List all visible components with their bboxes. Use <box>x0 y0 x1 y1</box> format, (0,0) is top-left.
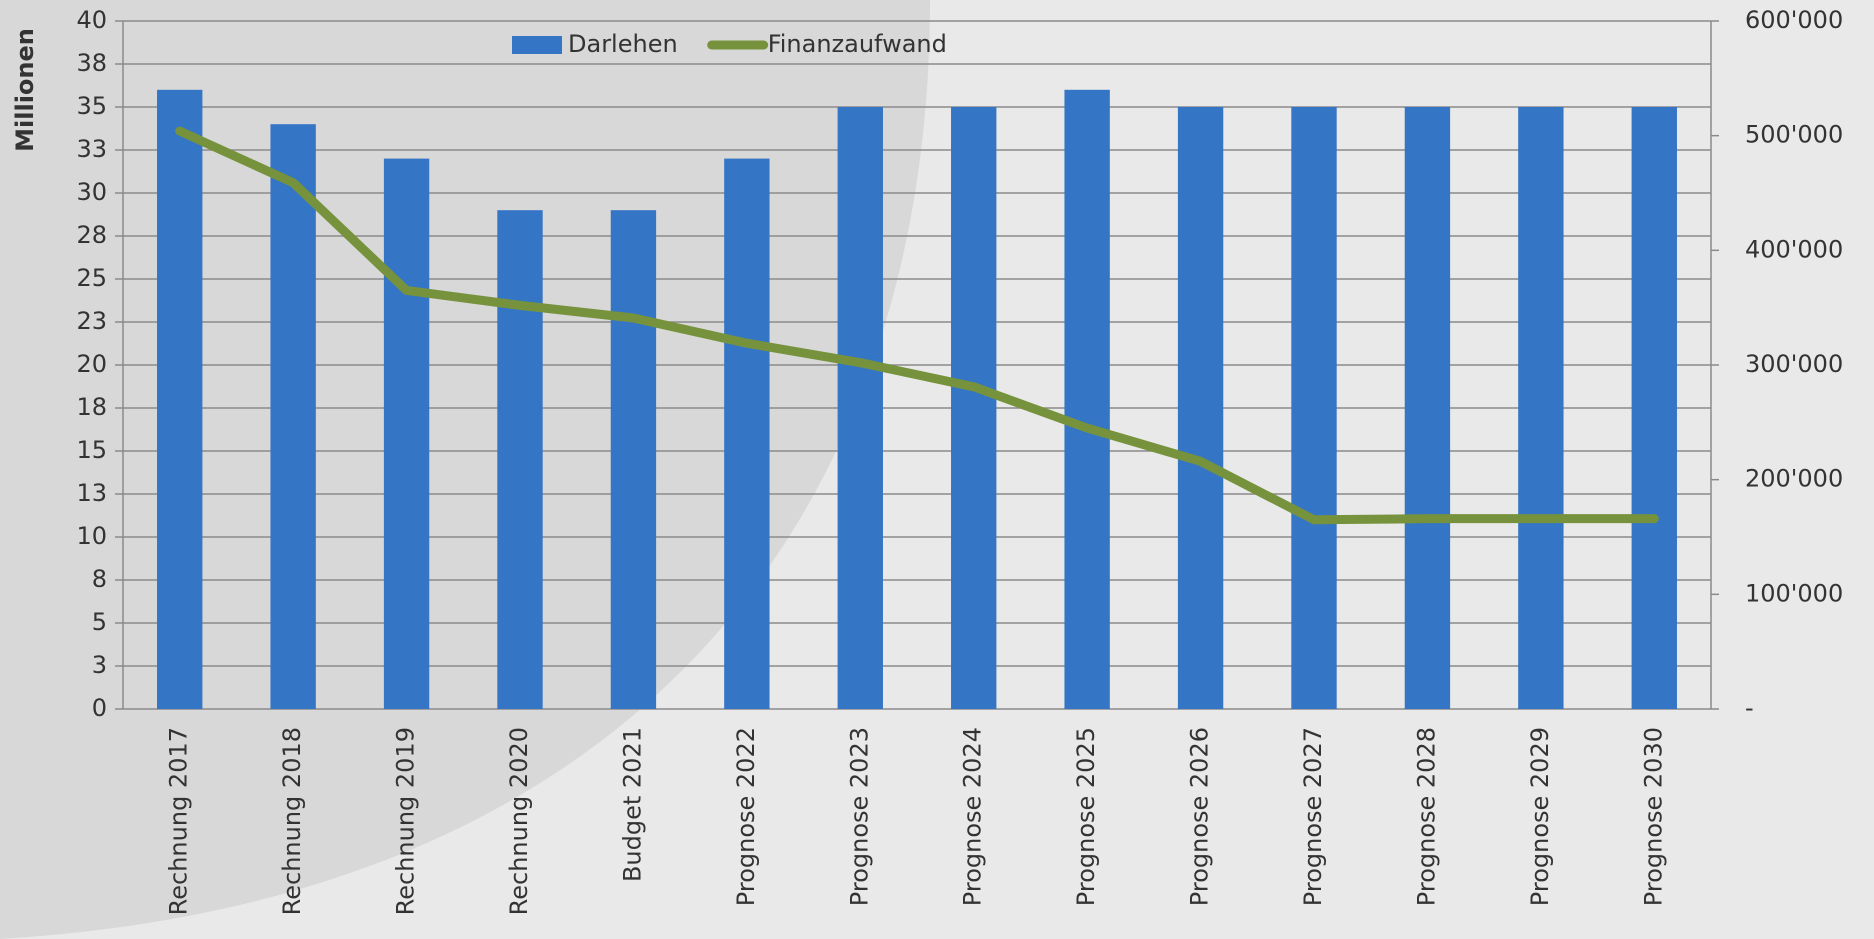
y2-tick-label: 600'000 <box>1745 6 1843 34</box>
bar <box>951 107 997 709</box>
bar <box>383 158 430 710</box>
x-tick-label: Rechnung 2019 <box>392 727 420 915</box>
y-tick-label: 8 <box>92 565 107 593</box>
y-tick-label: 15 <box>76 436 107 464</box>
bar <box>610 210 657 709</box>
bar <box>1064 89 1110 710</box>
x-tick-label: Prognose 2030 <box>1639 727 1667 906</box>
y-tick-label: 33 <box>76 135 107 163</box>
bar <box>1404 107 1451 709</box>
x-tick-label: Prognose 2028 <box>1412 727 1440 906</box>
y-tick-label: 35 <box>76 92 107 120</box>
bar <box>157 89 203 710</box>
y-tick-label: 20 <box>76 350 107 378</box>
bar <box>270 124 316 709</box>
x-tick-label: Rechnung 2017 <box>165 727 193 915</box>
y2-tick-label: 100'000 <box>1745 579 1843 607</box>
x-tick-label: Rechnung 2020 <box>505 727 533 915</box>
y-tick-label: 18 <box>76 393 107 421</box>
x-tick-label: Prognose 2024 <box>959 727 987 906</box>
legend-label: Finanzaufwand <box>768 30 947 58</box>
bar <box>497 210 543 709</box>
y-tick-label: 10 <box>76 522 107 550</box>
y-tick-label: 28 <box>76 221 107 249</box>
legend-label: Darlehen <box>568 30 678 58</box>
y-tick-label: 25 <box>76 264 107 292</box>
bar <box>837 107 883 709</box>
y-tick-label: 0 <box>92 694 107 722</box>
y-tick-label: 3 <box>92 651 107 679</box>
y2-tick-label: 300'000 <box>1745 350 1843 378</box>
y-tick-label: 13 <box>76 479 107 507</box>
x-tick-label: Prognose 2025 <box>1072 727 1100 906</box>
y-tick-label: 38 <box>76 49 107 77</box>
bar <box>1518 107 1564 709</box>
x-tick-label: Prognose 2023 <box>845 727 873 906</box>
x-tick-label: Prognose 2029 <box>1526 727 1554 906</box>
legend-swatch <box>512 36 562 54</box>
bar <box>1291 107 1337 709</box>
bar <box>1177 107 1224 709</box>
line <box>175 126 1659 525</box>
x-tick-label: Prognose 2026 <box>1186 727 1214 906</box>
y2-tick-label: 200'000 <box>1745 465 1843 493</box>
y2-tick-label: 400'000 <box>1745 235 1843 263</box>
y-tick-label: 23 <box>76 307 107 335</box>
x-tick-label: Prognose 2022 <box>732 727 760 906</box>
background-shape <box>0 0 930 939</box>
y-tick-label: 40 <box>76 6 107 34</box>
y-tick-label: 30 <box>76 178 107 206</box>
y2-tick-label: - <box>1745 694 1754 722</box>
bar <box>1631 107 1677 709</box>
bar <box>724 158 770 710</box>
y-axis-label: Millionen <box>11 28 39 152</box>
y2-tick-label: 500'000 <box>1745 121 1843 149</box>
x-tick-label: Prognose 2027 <box>1299 727 1327 906</box>
x-tick-label: Rechnung 2018 <box>278 727 306 915</box>
y-tick-label: 5 <box>92 608 107 636</box>
x-tick-label: Budget 2021 <box>618 727 646 882</box>
